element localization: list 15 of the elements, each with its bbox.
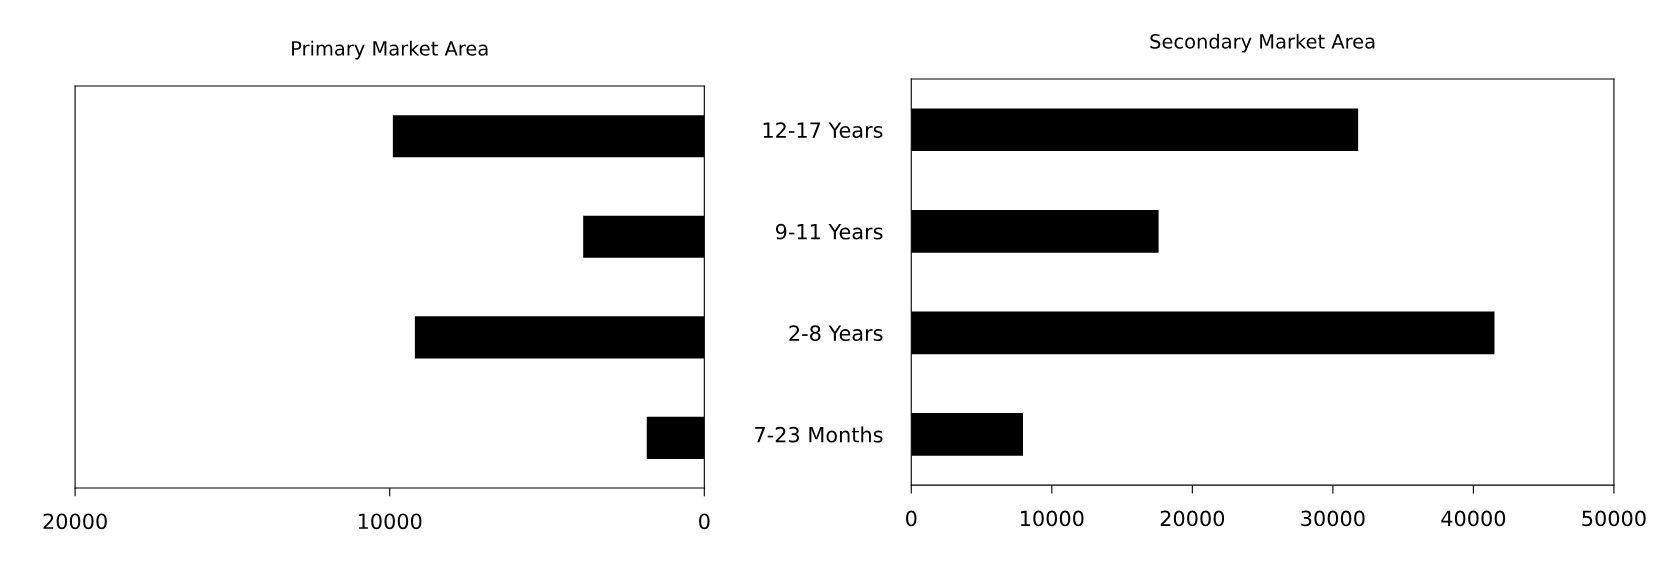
x-tick-label: 40000: [1441, 510, 1506, 527]
y-tick-label: 7-23 Months: [755, 426, 883, 443]
x-tick-label: 20000: [43, 513, 107, 530]
x-tick-label: 10000: [1020, 510, 1084, 527]
x-tick-label: 20000: [1160, 510, 1225, 527]
chart-title: Primary Market Area: [292, 40, 488, 60]
y-tick-label: 2-8 Years: [789, 325, 883, 342]
x-tick-label: 30000: [1301, 510, 1365, 527]
x-tick-label: 0: [699, 513, 710, 530]
chart-title: Secondary Market Area: [1150, 33, 1375, 53]
x-tick-label: 50000: [1582, 510, 1646, 527]
x-tick-label: 0: [906, 510, 917, 527]
y-tick-label: 12-17 Years: [763, 122, 883, 138]
y-tick-label: 9-11 Years: [775, 223, 883, 240]
x-tick-label: 10000: [358, 513, 422, 530]
